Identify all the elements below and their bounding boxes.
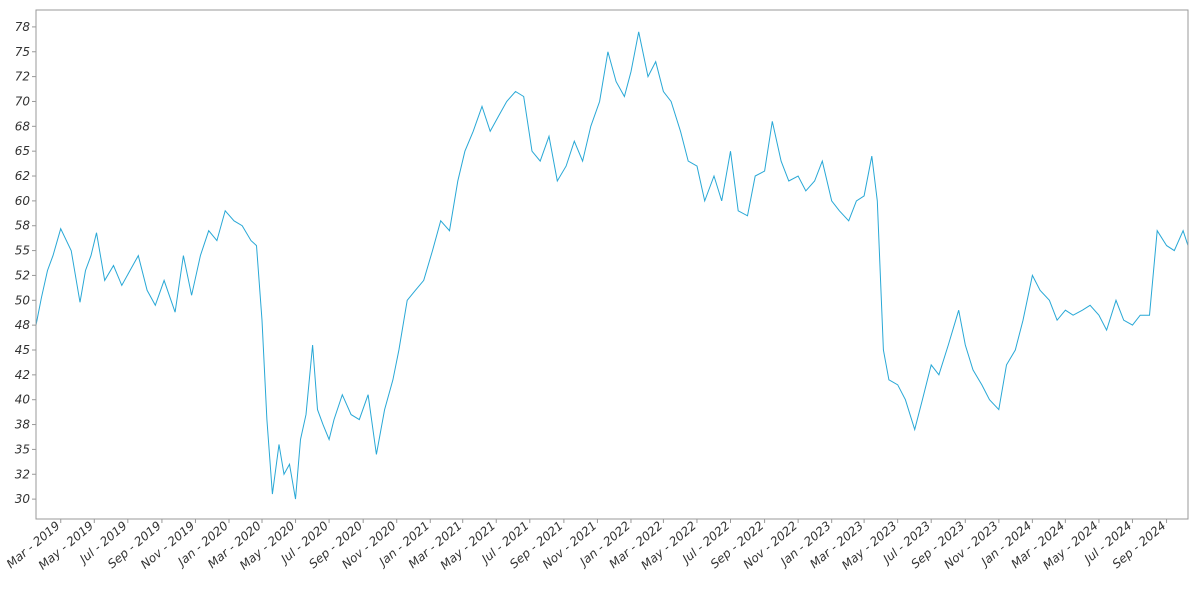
y-tick-label: 68 (15, 119, 31, 133)
y-tick-label: 40 (15, 393, 31, 407)
y-tick-label: 42 (15, 368, 30, 382)
y-tick-label: 52 (15, 268, 30, 282)
series-line (35, 31, 1189, 500)
y-tick-label: 48 (15, 318, 31, 332)
y-tick-label: 60 (15, 194, 31, 208)
y-tick-label: 38 (15, 418, 31, 432)
plot-frame (35, 9, 1189, 520)
y-tick-label: 65 (15, 144, 30, 158)
y-axis-ticks: 30 32 35 38 40 42 45 48 50 52 55 58 60 62 65 68 70 72 75 78 (15, 20, 36, 506)
y-tick-label: 78 (15, 20, 31, 34)
y-tick-label: 50 (15, 293, 31, 307)
y-tick-label: 30 (15, 492, 31, 506)
y-tick-label: 55 (15, 244, 30, 258)
y-tick-label: 45 (15, 343, 30, 357)
y-tick-label: 72 (15, 70, 30, 84)
y-tick-label: 35 (15, 442, 30, 456)
y-tick-label: 62 (15, 169, 30, 183)
y-tick-label: 75 (15, 45, 30, 59)
y-tick-label: 58 (15, 219, 31, 233)
y-tick-label: 32 (15, 467, 30, 481)
y-tick-label: 70 (15, 94, 31, 108)
